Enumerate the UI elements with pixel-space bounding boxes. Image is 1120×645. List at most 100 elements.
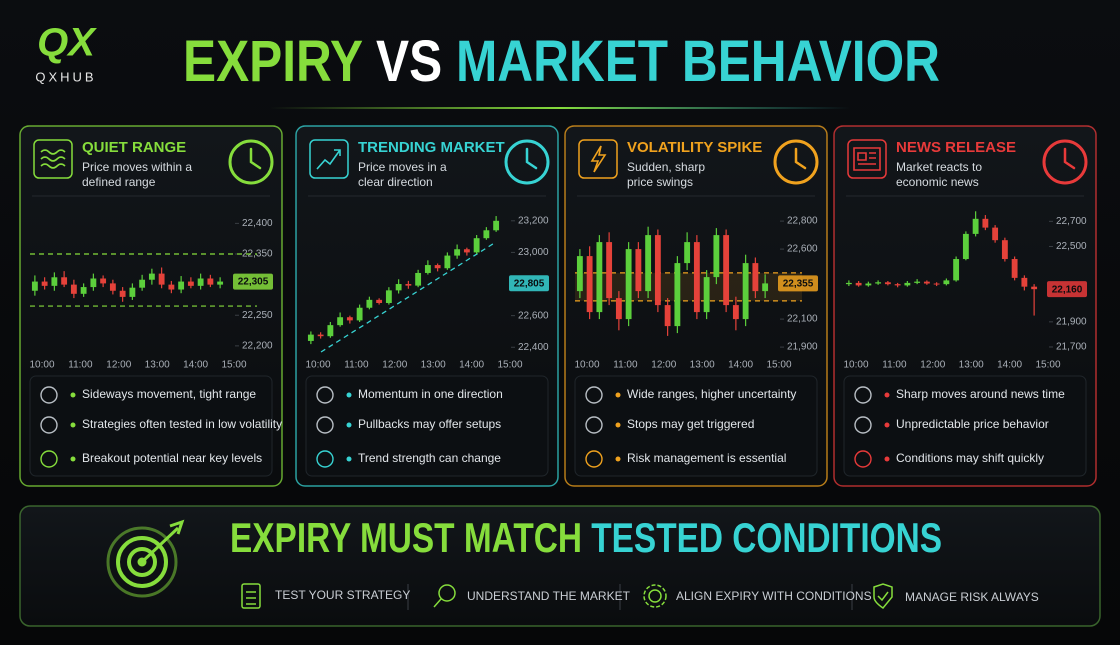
clock-hands [794, 147, 807, 170]
candle-body [713, 235, 720, 278]
candle-body [992, 227, 999, 241]
target-icon [106, 519, 185, 598]
candle-body [327, 325, 334, 337]
bullet-text: Pullbacks may offer setups [358, 417, 501, 431]
current-price-box [1047, 281, 1087, 298]
bullet-dot [615, 392, 621, 398]
y-tick-label: 21,700 [1056, 342, 1087, 353]
candle-body [1011, 259, 1018, 278]
candle-body [483, 230, 490, 239]
panel-icon-box [578, 139, 618, 179]
footer-item: TEST YOUR STRATEGY [275, 588, 410, 602]
title-underline [270, 107, 850, 109]
bullet-icon [40, 386, 58, 404]
x-tick-label: 15:00 [221, 360, 246, 371]
bullet-dot [615, 456, 621, 462]
candle-body [962, 233, 969, 260]
candle-body [207, 278, 214, 285]
panel-icon [590, 145, 607, 173]
bullet-text: Unpredictable price behavior [896, 417, 1049, 431]
bullet-text: Wide ranges, higher uncertainty [627, 387, 796, 401]
footer-title-part: TESTED CONDITIONS [591, 514, 942, 561]
bullet-icon [40, 450, 58, 468]
title-part: VS [376, 29, 442, 94]
bullet-icon [316, 416, 334, 434]
candle-body [70, 284, 77, 294]
panel-description: price swings [627, 175, 693, 189]
current-price-label: 22,305 [238, 277, 269, 288]
bullet-dot [884, 392, 890, 398]
current-price-box [778, 275, 818, 292]
candle-body [187, 281, 194, 286]
candle-body [635, 249, 642, 292]
candle-body [1031, 286, 1038, 290]
title-part: MARKET BEHAVIOR [456, 29, 940, 94]
bullet-dot [615, 422, 621, 428]
panel-title: QUIET RANGE [82, 139, 186, 156]
clock-hands [525, 147, 538, 170]
x-tick-label: 15:00 [1035, 360, 1060, 371]
bullet-text: Sharp moves around news time [896, 387, 1065, 401]
x-tick-label: 14:00 [997, 360, 1022, 371]
x-tick-label: 12:00 [651, 360, 676, 371]
y-tick-label: 22,200 [242, 341, 273, 352]
current-price-label: 22,805 [514, 278, 545, 289]
candle-body [337, 317, 344, 326]
candle-body [178, 281, 185, 290]
candle-body [914, 281, 921, 283]
bullet-text: Sideways movement, tight range [82, 387, 256, 401]
panel-description: defined range [82, 175, 156, 189]
bullet-text: Conditions may shift quickly [896, 451, 1044, 465]
candle-body [307, 334, 314, 341]
panel-title: TRENDING MARKET [358, 139, 505, 156]
candle-body [366, 299, 373, 308]
candle-body [395, 284, 402, 291]
candle-body [606, 242, 613, 299]
candle-body [894, 284, 901, 286]
x-tick-label: 11:00 [68, 360, 93, 371]
bullet-dot [70, 392, 76, 398]
y-tick-label: 21,900 [787, 342, 818, 353]
bullet-text: Momentum in one direction [358, 387, 503, 401]
candle-body [845, 282, 852, 285]
candle-body [645, 235, 652, 292]
candle-body [217, 281, 224, 285]
clock-icon [1042, 139, 1088, 185]
candle-body [933, 283, 940, 285]
footer-title-part: EXPIRY MUST MATCH [230, 514, 582, 561]
x-tick-label: 12:00 [382, 360, 407, 371]
candle-body [158, 273, 165, 285]
clock-hands [1063, 147, 1076, 170]
x-tick-label: 10:00 [29, 360, 54, 371]
x-tick-label: 14:00 [183, 360, 208, 371]
candle-body [884, 282, 891, 285]
candle-body [865, 283, 872, 286]
bullet-icon [316, 386, 334, 404]
bullet-icon [316, 450, 334, 468]
candle-body [356, 307, 363, 321]
candle-body [982, 218, 989, 228]
candle-body [684, 242, 691, 264]
footer-separators [407, 584, 853, 610]
candle-body [953, 259, 960, 281]
candle-body [742, 263, 749, 320]
trend-line [320, 241, 497, 353]
x-tick-label: 15:00 [497, 360, 522, 371]
candle-body [139, 279, 146, 288]
clock-icon [504, 139, 550, 185]
candle-body [576, 256, 583, 292]
panel-icon-box [847, 139, 887, 179]
footer-item: UNDERSTAND THE MARKET [467, 589, 631, 603]
candle-body [752, 263, 759, 292]
candle-body [723, 235, 730, 306]
panel-title: VOLATILITY SPIKE [627, 139, 762, 156]
x-tick-label: 11:00 [882, 360, 907, 371]
bullet-box [574, 375, 818, 477]
candle-body [625, 249, 632, 320]
candle-body [80, 287, 87, 294]
main-title: EXPIRY VS MARKET BEHAVIOR [183, 29, 940, 94]
brand: QXHUB [35, 69, 96, 84]
